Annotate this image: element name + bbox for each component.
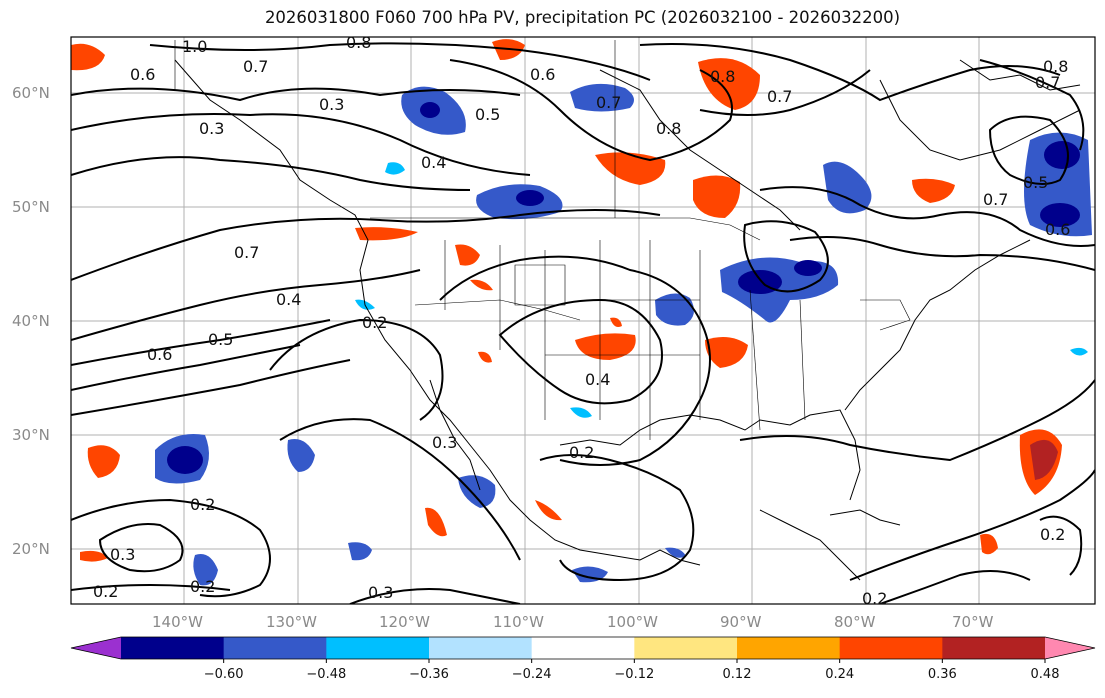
colorbar-extend-max <box>1045 637 1095 659</box>
longitude-labels: 140°W 130°W 120°W 110°W 100°W 90°W 80°W … <box>152 613 994 631</box>
contour-label: 0.2 <box>1040 525 1065 544</box>
contour-label: 0.5 <box>208 330 233 349</box>
contour-label: 0.3 <box>368 583 393 602</box>
negative-precip-anomalies <box>155 83 1092 586</box>
contour-label: 0.6 <box>130 65 155 84</box>
contour-label: 0.7 <box>767 87 792 106</box>
contour-label: 0.8 <box>346 33 371 52</box>
colorbar-swatch <box>634 637 738 659</box>
contour-label: 0.3 <box>199 119 224 138</box>
colorbar-swatch <box>531 637 635 659</box>
contour-label: 0.2 <box>862 589 887 608</box>
contour-label-group: 1.0 0.8 0.7 0.6 0.3 0.3 0.4 0.5 0.6 0.7 … <box>93 33 1070 608</box>
colorbar-tick-label: −0.60 <box>204 667 244 682</box>
contour-label: 0.8 <box>710 67 735 86</box>
colorbar-tick-label: 0.24 <box>825 667 854 682</box>
colorbar-swatch <box>121 637 225 659</box>
lon-label: 80°W <box>834 613 876 631</box>
lat-label: 50°N <box>12 198 50 216</box>
colorbar-swatch <box>223 637 327 659</box>
colorbar-outline <box>70 636 1096 660</box>
contour-label: 0.2 <box>362 313 387 332</box>
colorbar-swatch <box>737 637 841 659</box>
lat-label: 40°N <box>12 312 50 330</box>
colorbar-tick-label: −0.12 <box>614 667 654 682</box>
contour-label: 0.3 <box>319 95 344 114</box>
colorbar-tick-label: −0.24 <box>512 667 552 682</box>
contour-label: 0.5 <box>1023 173 1048 192</box>
colorbar: −0.60 −0.48 −0.36 −0.24 −0.12 0.12 0.24 0.36 0.4… <box>70 636 1096 682</box>
contour-label: 0.6 <box>1045 220 1070 239</box>
contour-label: 0.2 <box>93 582 118 601</box>
contour-label: 0.7 <box>234 243 259 262</box>
lon-label: 70°W <box>952 613 994 631</box>
political-borders <box>174 40 911 440</box>
colorbar-swatch <box>942 637 1046 659</box>
contour-label: 0.7 <box>596 93 621 112</box>
colorbar-swatch <box>839 637 943 659</box>
contour-label: 0.7 <box>243 57 268 76</box>
map-border <box>70 36 1096 605</box>
lon-label: 110°W <box>493 613 544 631</box>
lat-label: 60°N <box>12 84 50 102</box>
colorbar-tick-label: −0.36 <box>409 667 449 682</box>
contour-label: 0.5 <box>475 105 500 124</box>
colorbar-extend-min <box>71 637 121 659</box>
positive-precip-anomalies <box>71 39 1062 562</box>
contour-label: 0.3 <box>110 545 135 564</box>
lat-label: 20°N <box>12 540 50 558</box>
contour-label: 0.2 <box>569 443 594 462</box>
colorbar-tick-label: 0.48 <box>1031 667 1060 682</box>
lon-label: 120°W <box>379 613 430 631</box>
contour-label: 0.2 <box>190 495 215 514</box>
contour-label: 0.6 <box>530 65 555 84</box>
contour-label: 0.6 <box>147 345 172 364</box>
map-title: 2026031800 F060 700 hPa PV, precipitatio… <box>264 8 901 27</box>
contour-label: 0.4 <box>585 370 610 389</box>
colorbar-swatch <box>429 637 533 659</box>
contour-label: 0.7 <box>1035 73 1060 92</box>
lat-label: 30°N <box>12 426 50 444</box>
contour-label: 0.7 <box>983 190 1008 209</box>
latitude-labels: 60°N 50°N 40°N 30°N 20°N <box>12 84 50 558</box>
colorbar-tick-label: −0.48 <box>306 667 346 682</box>
pv-contours <box>71 42 1095 604</box>
contour-label: 0.2 <box>190 577 215 596</box>
contour-label: 0.8 <box>656 119 681 138</box>
lon-label: 130°W <box>266 613 317 631</box>
contour-label: 0.4 <box>276 290 301 309</box>
lon-label: 90°W <box>720 613 762 631</box>
lon-label: 140°W <box>152 613 203 631</box>
colorbar-swatch <box>326 637 430 659</box>
contour-label: 0.3 <box>432 433 457 452</box>
contour-label: 1.0 <box>182 37 207 56</box>
lon-label: 100°W <box>607 613 658 631</box>
colorbar-tick-label: 0.36 <box>928 667 957 682</box>
colorbar-tick-label: 0.12 <box>723 667 752 682</box>
contour-label: 0.8 <box>1043 57 1068 76</box>
contour-label: 0.4 <box>421 153 446 172</box>
